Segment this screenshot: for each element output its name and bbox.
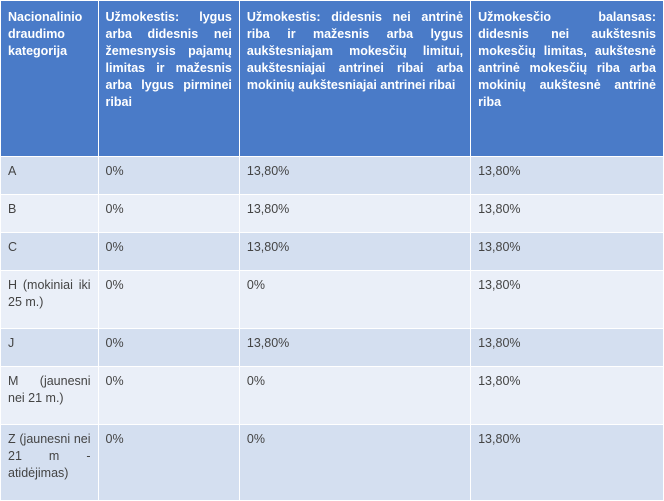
table-row: J 0% 13,80% 13,80% <box>0 328 664 367</box>
category-cell: C <box>0 232 99 271</box>
table-row: A 0% 13,80% 13,80% <box>0 156 664 195</box>
rate-cell: 0% <box>238 366 472 425</box>
rate-cell: 0% <box>97 156 240 195</box>
table-row: B 0% 13,80% 13,80% <box>0 194 664 233</box>
category-cell: J <box>0 328 99 367</box>
rate-cell: 13,80% <box>470 156 664 195</box>
rate-cell: 0% <box>238 270 472 329</box>
rate-cell: 0% <box>97 270 240 329</box>
rate-cell: 13,80% <box>238 156 472 195</box>
table-row: Z (jaunesni nei 21 m - atidėjimas) 0% 0%… <box>0 424 664 501</box>
rate-cell: 13,80% <box>238 194 472 233</box>
table-row: H (mokiniai iki 25 m.) 0% 0% 13,80% <box>0 270 664 329</box>
rate-cell: 13,80% <box>238 232 472 271</box>
rate-cell: 0% <box>97 424 240 501</box>
rate-cell: 13,80% <box>238 328 472 367</box>
category-cell: M (jaunesni nei 21 m.) <box>0 366 99 425</box>
header-band-3: Užmokesčio balansas: didesnis nei aukšte… <box>470 0 664 157</box>
category-cell: B <box>0 194 99 233</box>
rate-cell: 13,80% <box>470 328 664 367</box>
table-row: C 0% 13,80% 13,80% <box>0 232 664 271</box>
rate-cell: 13,80% <box>470 366 664 425</box>
header-category: Nacionalinio draudimo kategorija <box>0 0 99 157</box>
table-row: M (jaunesni nei 21 m.) 0% 0% 13,80% <box>0 366 664 425</box>
rate-cell: 0% <box>97 232 240 271</box>
rate-cell: 13,80% <box>470 194 664 233</box>
category-cell: H (mokiniai iki 25 m.) <box>0 270 99 329</box>
category-cell: Z (jaunesni nei 21 m - atidėjimas) <box>0 424 99 501</box>
rate-cell: 13,80% <box>470 270 664 329</box>
rate-cell: 0% <box>97 366 240 425</box>
rate-cell: 0% <box>97 328 240 367</box>
category-cell: A <box>0 156 99 195</box>
table-header-row: Nacionalinio draudimo kategorija Užmokes… <box>0 0 664 157</box>
rate-cell: 13,80% <box>470 232 664 271</box>
rate-cell: 0% <box>97 194 240 233</box>
header-band-2: Užmokestis: didesnis nei antrinė riba ir… <box>238 0 472 157</box>
header-band-1: Užmokestis: lygus arba didesnis nei žeme… <box>97 0 240 157</box>
rate-cell: 0% <box>238 424 472 501</box>
rate-cell: 13,80% <box>470 424 664 501</box>
